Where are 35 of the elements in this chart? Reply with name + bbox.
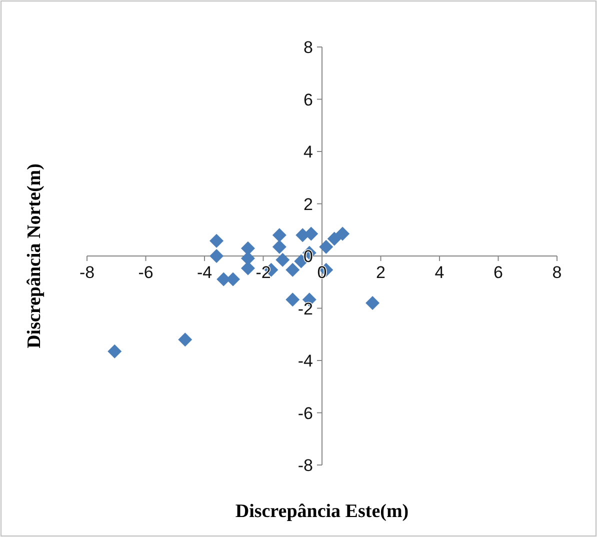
point (240, 251, 255, 266)
x-tick-label: 4 (434, 263, 444, 282)
x-tick-label: 6 (494, 263, 503, 282)
y-tick-label: 4 (304, 142, 313, 162)
x-tick-label: -8 (79, 263, 95, 282)
y-tick-label: -8 (298, 456, 313, 475)
y-tick-label: 6 (304, 90, 313, 110)
y-axis-title: Discrepância Norte(m) (24, 164, 45, 348)
point (210, 234, 224, 248)
x-tick-label: -2 (256, 263, 271, 282)
x-tick-label: 8 (552, 263, 562, 282)
x-tick-label: 2 (376, 263, 386, 282)
x-tick-label: -4 (196, 263, 212, 282)
x-tick-label: -6 (138, 263, 154, 282)
point (276, 252, 290, 267)
point (272, 228, 286, 242)
y-tick-label: 8 (304, 38, 313, 57)
y-tick-label: 2 (304, 194, 313, 214)
point (336, 226, 350, 241)
point (366, 296, 380, 310)
point (327, 232, 342, 246)
y-tick-label: -6 (298, 404, 313, 423)
y-tick-label: -4 (298, 352, 313, 370)
point (286, 292, 300, 307)
x-axis-title: Discrepância Este(m) (235, 501, 409, 522)
point (108, 344, 122, 358)
point (178, 332, 192, 347)
point (210, 249, 224, 263)
point (240, 241, 255, 256)
point (286, 262, 300, 277)
point (304, 226, 318, 241)
point (272, 240, 286, 254)
y-tick-label: -2 (298, 299, 313, 318)
point (319, 240, 334, 254)
point (240, 261, 255, 276)
